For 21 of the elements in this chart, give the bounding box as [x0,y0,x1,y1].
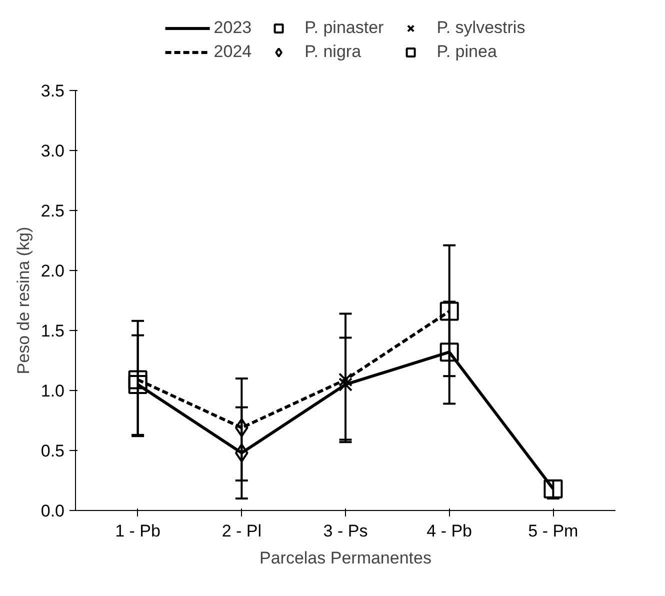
legend-label: P. pinea [436,42,497,62]
y-tick-label: 1.0 [40,382,65,400]
legend-label: P. pinaster [304,18,384,38]
legend-label: P. sylvestris [436,18,526,38]
x-axis-title: Parcelas Permanentes [260,548,432,568]
x-tick-label: 5 - Pm [528,522,578,540]
y-tick-label: 1.5 [40,322,65,340]
y-tick-label: 2.5 [40,202,65,220]
legend-label: 2024 [214,42,252,62]
y-tick-label: 3.5 [40,82,65,100]
legend-label: 2023 [214,18,252,38]
y-tick-label: 0.0 [40,502,65,520]
legend-label: P. nigra [304,42,362,62]
y-axis-title: Peso de resina (kg) [14,226,33,374]
y-tick-label: 2.0 [40,262,65,280]
x-tick-label: 1 - Pb [115,522,160,540]
y-tick-label: 0.5 [40,442,65,460]
y-tick-label: 3.0 [40,142,65,160]
x-tick-label: 2 - Pl [222,522,262,540]
x-tick-label: 3 - Ps [323,522,368,540]
x-tick-label: 4 - Pb [426,522,472,540]
